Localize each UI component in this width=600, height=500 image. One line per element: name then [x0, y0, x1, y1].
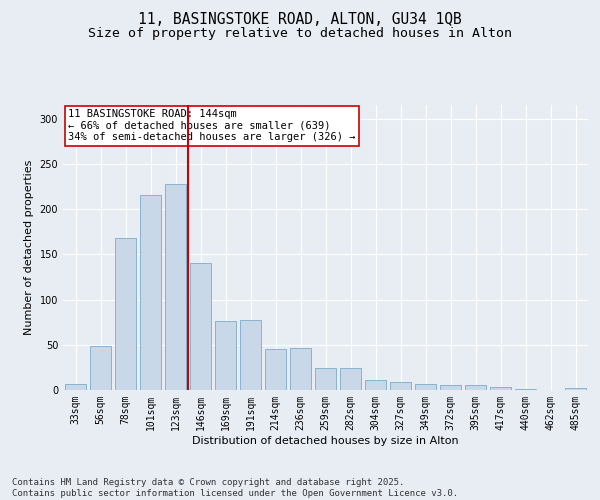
Bar — [565, 388, 586, 390]
Bar — [65, 384, 86, 390]
Bar — [415, 384, 436, 390]
Bar — [215, 321, 236, 390]
Bar — [165, 184, 186, 390]
Y-axis label: Number of detached properties: Number of detached properties — [24, 160, 34, 335]
Bar — [315, 368, 336, 390]
Bar — [390, 382, 411, 390]
Bar — [490, 388, 511, 390]
Text: 11, BASINGSTOKE ROAD, ALTON, GU34 1QB: 11, BASINGSTOKE ROAD, ALTON, GU34 1QB — [138, 12, 462, 28]
Bar — [190, 264, 211, 390]
Text: Contains HM Land Registry data © Crown copyright and database right 2025.
Contai: Contains HM Land Registry data © Crown c… — [12, 478, 458, 498]
Bar — [440, 384, 461, 390]
Bar — [90, 346, 111, 390]
Bar — [115, 238, 136, 390]
Bar — [290, 348, 311, 390]
Bar — [340, 368, 361, 390]
Bar — [465, 384, 486, 390]
Text: 11 BASINGSTOKE ROAD: 144sqm
← 66% of detached houses are smaller (639)
34% of se: 11 BASINGSTOKE ROAD: 144sqm ← 66% of det… — [68, 110, 356, 142]
X-axis label: Distribution of detached houses by size in Alton: Distribution of detached houses by size … — [192, 436, 459, 446]
Bar — [265, 350, 286, 390]
Bar — [140, 194, 161, 390]
Bar — [240, 320, 261, 390]
Bar — [365, 380, 386, 390]
Bar — [515, 389, 536, 390]
Text: Size of property relative to detached houses in Alton: Size of property relative to detached ho… — [88, 28, 512, 40]
